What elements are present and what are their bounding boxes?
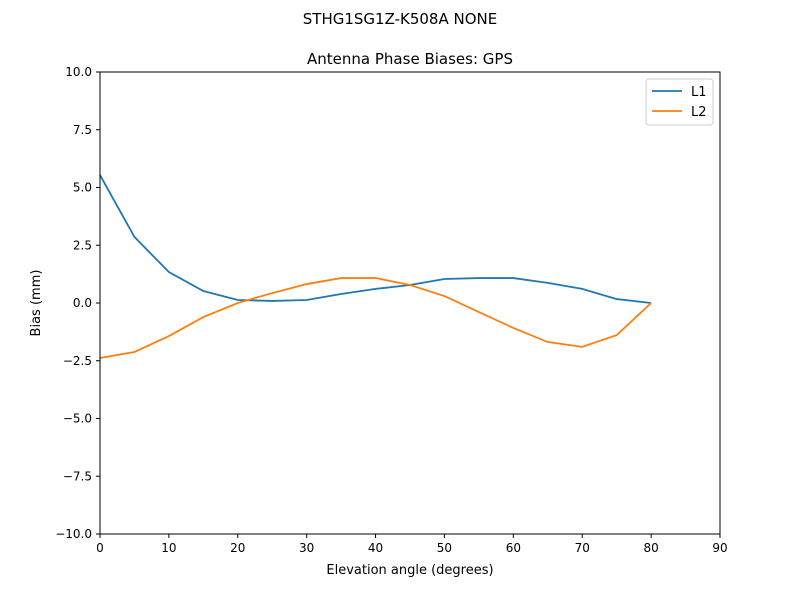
chart-suptitle: STHG1SG1Z-K508A NONE (303, 10, 497, 28)
y-tick-label: −2.5 (63, 354, 92, 368)
x-axis-label: Elevation angle (degrees) (326, 563, 493, 578)
legend-label: L2 (691, 105, 707, 120)
axes-frame (99, 71, 721, 535)
x-tick-label: 30 (299, 541, 314, 555)
plot-area (99, 174, 652, 359)
series-line-L2 (99, 277, 652, 359)
y-tick-label: −7.5 (63, 469, 92, 483)
x-tick-label: 0 (96, 541, 104, 555)
x-tick-label: 50 (437, 541, 452, 555)
y-tick-label: −5.0 (63, 412, 92, 426)
y-tick-label: −10.0 (55, 527, 92, 541)
y-tick-label: 0.0 (73, 296, 92, 310)
x-tick-label: 90 (712, 541, 727, 555)
chart-title: Antenna Phase Biases: GPS (307, 50, 513, 68)
x-tick-label: 20 (230, 541, 245, 555)
y-tick-label: 5.0 (73, 181, 92, 195)
x-tick-label: 60 (506, 541, 521, 555)
x-tick-label: 40 (368, 541, 383, 555)
series-line-L1 (99, 174, 652, 304)
y-tick-label: 7.5 (73, 123, 92, 137)
x-tick-label: 80 (643, 541, 658, 555)
x-tick-label: 70 (575, 541, 590, 555)
ticks: 0 10 20 30 40 50 60 70 80 90 −10.0 −7.5 −5.0 −2.5 0.0 2… (55, 65, 727, 555)
y-tick-label: 10.0 (65, 65, 92, 79)
x-tick-label: 10 (161, 541, 176, 555)
y-axis-label: Bias (mm) (29, 270, 44, 337)
legend-label: L1 (691, 85, 707, 100)
y-tick-label: 2.5 (73, 238, 92, 252)
